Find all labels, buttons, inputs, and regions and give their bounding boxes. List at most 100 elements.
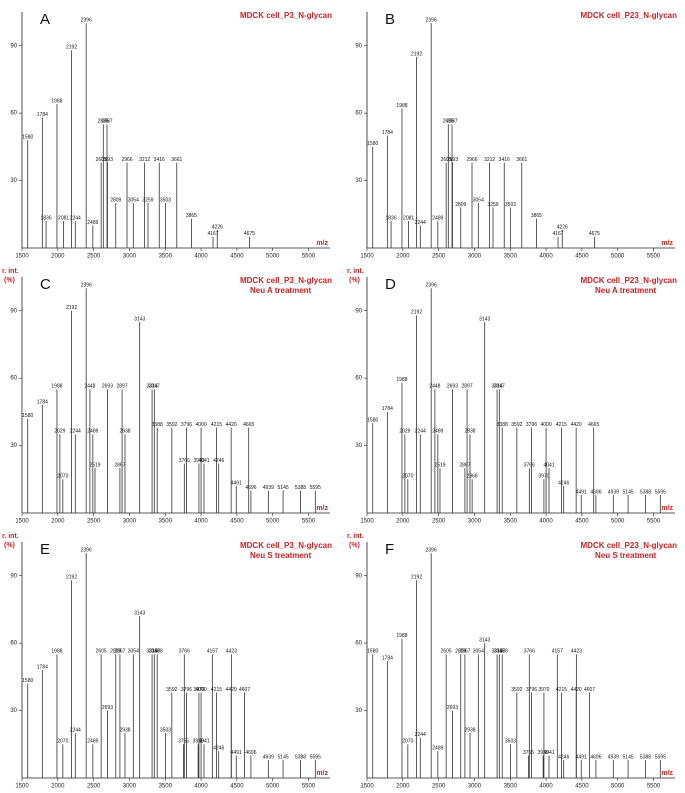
peak-label: 1784 (382, 655, 393, 661)
peak-label: 3661 (516, 157, 527, 163)
panel-title: MDCK cell_P3_N-glycan (240, 276, 332, 285)
panel-letter: B (385, 11, 395, 28)
y-tick-label: 90 (10, 308, 17, 314)
peak-label: 2029 (54, 429, 65, 435)
peak-label: 3143 (134, 316, 145, 322)
x-tick-label: 5500 (647, 519, 661, 525)
y-tick-label: 30 (10, 178, 17, 184)
peak-label: 1988 (396, 103, 407, 109)
x-tick-label: 4500 (230, 784, 244, 790)
y-tick-label: 90 (355, 573, 362, 579)
peak-label: 4491 (231, 750, 242, 756)
x-tick-label: 4000 (539, 519, 553, 525)
peak-label: 4157 (552, 649, 563, 655)
x-tick-label: 4000 (194, 519, 208, 525)
peak-label: 3766 (524, 462, 535, 468)
y-axis-unit: (%) (349, 542, 360, 549)
peak-label: 2519 (89, 462, 100, 468)
x-tick-label: 4500 (230, 254, 244, 260)
peak-label: 2687 (446, 119, 457, 125)
peak-label: 3796 (526, 422, 537, 428)
peak-label: 2070 (402, 739, 413, 745)
peak-label: 3143 (479, 637, 490, 643)
peak-label: 2070 (57, 474, 68, 480)
peak-label: 3796 (181, 422, 192, 428)
peak-label: 4675 (244, 231, 255, 237)
peak-label: 4157 (207, 649, 218, 655)
peak-label: 4215 (556, 687, 567, 693)
peak-label: 2605 (96, 649, 107, 655)
peak-label: 4665 (243, 422, 254, 428)
y-tick-label: 30 (10, 708, 17, 714)
peak-label: 2489 (432, 745, 443, 751)
peak-label: 5145 (623, 754, 634, 760)
peak-label: 4000 (541, 422, 552, 428)
peak-label: 4000 (196, 422, 207, 428)
peak-label: 2029 (399, 429, 410, 435)
peak-label: 3316 (492, 649, 503, 655)
peak-label: 4215 (556, 422, 567, 428)
peak-label: 1988 (396, 633, 407, 639)
x-tick-label: 5000 (611, 784, 625, 790)
x-tick-label: 2500 (432, 254, 446, 260)
peak-label: 4226 (212, 224, 223, 230)
x-tick-label: 4000 (539, 784, 553, 790)
x-tick-label: 2500 (432, 519, 446, 525)
y-tick-label: 30 (355, 443, 362, 449)
x-tick-label: 2000 (396, 519, 410, 525)
peak-label: 4246 (558, 754, 569, 760)
panel-title: MDCK cell_P3_N-glycan (240, 541, 332, 550)
peak-label: 3865 (186, 213, 197, 219)
x-tick-label: 5500 (302, 254, 316, 260)
peak-label: 4491 (576, 754, 587, 760)
spectrum-panel: 1500 2000 2500 3000 3500 4000 4500 5000 5500 30 60… (2, 533, 332, 790)
peak-label: 2192 (411, 575, 422, 581)
peak-label: 3592 (511, 687, 522, 693)
peak-label: 3143 (134, 610, 145, 616)
peak-label: 5388 (295, 754, 306, 760)
y-axis-unit: (%) (349, 277, 360, 284)
y-axis-unit: (%) (4, 542, 15, 549)
x-tick-label: 3000 (123, 519, 137, 525)
peak-label: 2489 (87, 429, 98, 435)
peak-label: 2938 (464, 429, 475, 435)
peak-label: 2192 (411, 310, 422, 316)
peak-label: 2396 (426, 548, 437, 554)
x-tick-label: 4500 (575, 519, 589, 525)
peak-label: 4696 (590, 754, 601, 760)
x-tick-label: 4500 (575, 254, 589, 260)
x-tick-label: 5000 (266, 784, 280, 790)
peak-label: 2244 (415, 220, 426, 226)
peak-label: 2693 (447, 157, 458, 163)
peak-label: 5145 (623, 489, 634, 495)
peak-label: 3347 (494, 649, 505, 655)
x-tick-label: 5500 (302, 784, 316, 790)
peak-label: 4939 (608, 754, 619, 760)
peak-label: 4167 (207, 231, 218, 237)
x-tick-label: 5500 (647, 784, 661, 790)
peak-label: 1988 (51, 98, 62, 104)
peak-label: 5388 (640, 754, 651, 760)
panel-subtitle: Neu A treatment (595, 286, 657, 295)
peak-label: 3503 (160, 197, 171, 203)
panel-letter: E (40, 541, 50, 558)
peak-label: 2605 (441, 157, 452, 163)
peak-label: 4665 (588, 422, 599, 428)
peak-label: 1784 (37, 664, 48, 670)
x-tick-label: 2000 (51, 519, 65, 525)
peak-label: 3416 (154, 157, 165, 163)
x-tick-label: 2000 (51, 784, 65, 790)
x-tick-label: 5000 (266, 519, 280, 525)
x-tick-label: 4500 (230, 519, 244, 525)
peak-label: 4607 (584, 687, 595, 693)
peak-label: 3347 (494, 384, 505, 390)
y-axis-label: r. int. (2, 533, 19, 540)
x-axis-label: m/z (661, 505, 673, 512)
y-tick-label: 60 (355, 111, 362, 117)
spectrum-panel: 1500 2000 2500 3000 3500 4000 4500 5000 5500 30 60… (347, 533, 677, 790)
x-tick-label: 5000 (611, 519, 625, 525)
peak-label: 3054 (128, 649, 139, 655)
peak-label: 3592 (166, 422, 177, 428)
y-tick-label: 90 (355, 308, 362, 314)
peak-label: 3347 (149, 649, 160, 655)
